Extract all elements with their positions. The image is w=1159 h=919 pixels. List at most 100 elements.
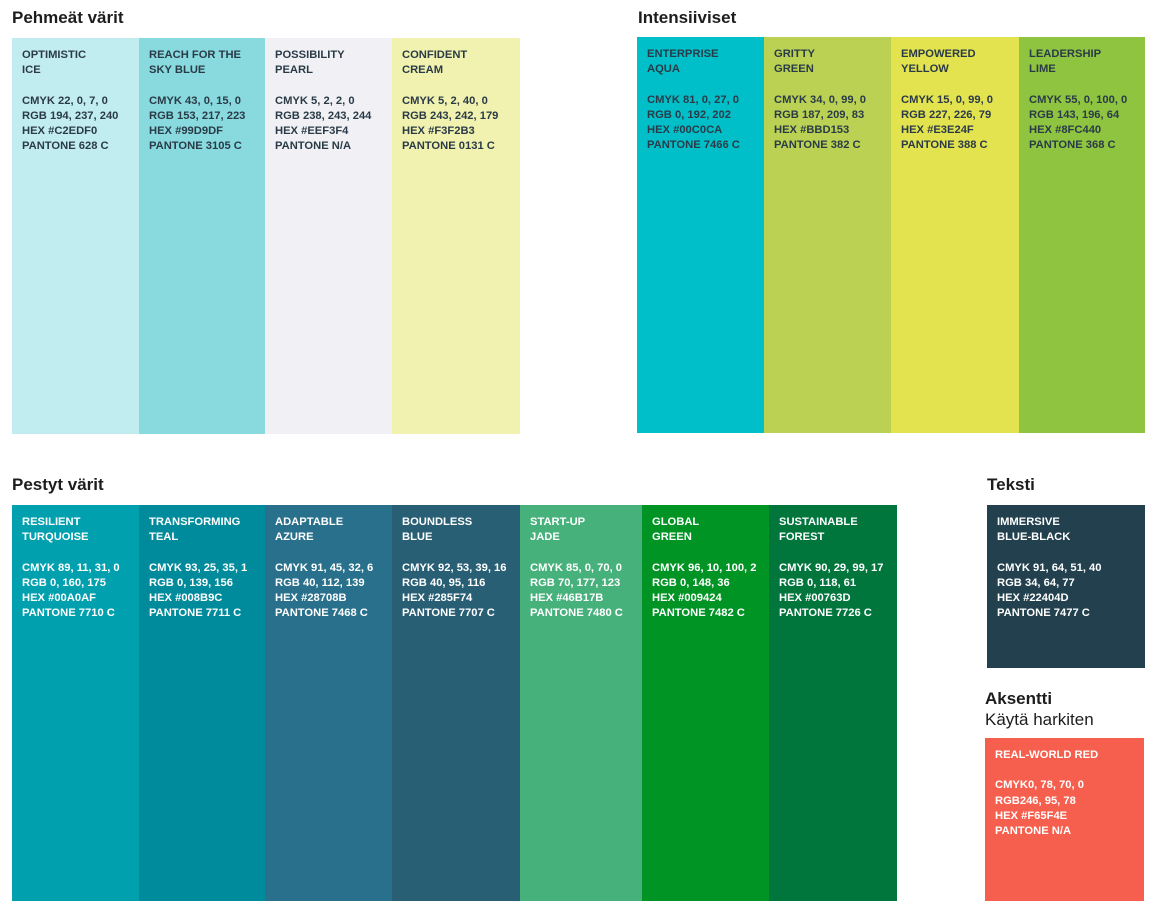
section-title: Pestyt värit [12,475,104,494]
spec-line: RGB 187, 209, 83 [774,108,865,121]
spec-line: CMYK 91, 64, 51, 40 [997,561,1102,574]
spec-line: RGB 40, 112, 139 [275,576,365,589]
name-line: GLOBAL [652,516,700,528]
name-line: SUSTAINABLE [779,516,858,528]
spec-line: RGB 34, 64, 77 [997,576,1075,589]
spec-line: RGB 0, 192, 202 [647,108,731,121]
spec-line: HEX #99D9DF [149,125,223,138]
spec-line: CMYK 5, 2, 2, 0 [275,94,355,107]
spec-line: HEX #285F74 [402,592,473,605]
swatch-name: LEADERSHIP LIME [1029,47,1135,78]
swatch-name: GLOBAL GREEN [652,515,759,546]
spec-line: HEX #46B17B [530,592,604,605]
color-swatch: CONFIDENT CREAM CMYK 5, 2, 40, 0 RGB 243, 2… [392,38,520,434]
spec-line: HEX #E3E24F [901,124,974,137]
spec-line: PANTONE 388 C [901,139,988,152]
spec-line: RGB 227, 226, 79 [901,108,992,121]
swatch-name: REACH FOR THE SKY BLUE [149,48,255,79]
spec-line: PANTONE 0131 C [402,140,495,153]
swatch-specs: CMYK 34, 0, 99, 0 RGB 187, 209, 83 HEX #BB… [774,93,881,154]
spec-line: HEX #C2EDF0 [22,125,98,138]
swatch-name: RESILIENT TURQUOISE [22,515,129,546]
spec-line: CMYK0, 78, 70, 0 [995,779,1084,792]
color-swatch: OPTIMISTIC ICE CMYK 22, 0, 7, 0 RGB 194, 23… [12,38,139,434]
name-line: LEADERSHIP [1029,48,1102,60]
section-title: Teksti [987,475,1035,494]
swatch-name: START-UP JADE [530,515,632,546]
swatch-specs: CMYK 89, 11, 31, 0 RGB 0, 160, 175 HEX #00… [22,561,129,622]
spec-line: RGB 0, 160, 175 [22,576,106,589]
swatch-name: IMMERSIVE BLUE-BLACK [997,515,1135,546]
color-swatch: EMPOWERED YELLOW CMYK 15, 0, 99, 0 RGB 227,… [891,37,1019,433]
name-line: RESILIENT [22,516,81,528]
color-swatch: IMMERSIVE BLUE-BLACK CMYK 91, 64, 51, 40 RG… [987,505,1145,668]
spec-line: PANTONE 382 C [774,139,861,152]
name-line: GRITTY [774,48,816,60]
spec-line: RGB 0, 148, 36 [652,576,730,589]
name-line: YELLOW [901,63,949,76]
spec-line: CMYK 81, 0, 27, 0 [647,93,740,106]
spec-line: HEX #28708B [275,592,347,605]
spec-line: PANTONE 7466 C [647,139,740,152]
swatch-name: BOUNDLESS BLUE [402,515,510,546]
name-line: JADE [530,531,560,544]
name-line: SKY BLUE [149,64,206,77]
swatch-name: OPTIMISTIC ICE [22,48,129,79]
swatch-specs: CMYK 22, 0, 7, 0 RGB 194, 237, 240 HEX #C2… [22,94,129,155]
spec-line: HEX #22404D [997,592,1069,605]
spec-line: CMYK 91, 45, 32, 6 [275,561,374,574]
swatch-specs: CMYK 55, 0, 100, 0 RGB 143, 196, 64 HEX #8… [1029,93,1135,154]
name-line: GREEN [774,63,814,76]
name-line: POSSIBILITY [275,49,345,61]
swatch-specs: CMYK 93, 25, 35, 1 RGB 0, 139, 156 HEX #00… [149,561,255,622]
section-title: Intensiiviset [638,8,737,27]
swatch-specs: CMYK 91, 45, 32, 6 RGB 40, 112, 139 HEX #2… [275,561,382,622]
spec-line: PANTONE 7468 C [275,607,368,620]
name-line: EMPOWERED [901,48,976,60]
color-swatch: REACH FOR THE SKY BLUE CMYK 43, 0, 15, 0 RG… [139,38,265,434]
color-swatch: TRANSFORMING TEAL CMYK 93, 25, 35, 1 RGB 0,… [139,505,265,901]
spec-line: CMYK 92, 53, 39, 16 [402,561,507,574]
name-line: CREAM [402,64,444,77]
swatch-name: GRITTY GREEN [774,47,881,78]
swatch-specs: CMYK 5, 2, 40, 0 RGB 243, 242, 179 HEX #F3… [402,94,510,155]
spec-line: HEX #00C0CA [647,124,723,137]
name-line: ICE [22,64,41,77]
spec-line: PANTONE 7711 C [149,607,242,620]
spec-line: PANTONE 7482 C [652,607,745,620]
name-line: CONFIDENT [402,49,468,61]
color-swatch: BOUNDLESS BLUE CMYK 92, 53, 39, 16 RGB 40, … [392,505,520,901]
name-line: OPTIMISTIC [22,49,87,61]
spec-line: HEX #00A0AF [22,592,96,605]
swatch-name: TRANSFORMING TEAL [149,515,255,546]
name-line: BLUE-BLACK [997,531,1071,544]
swatch-name: REAL-WORLD RED [995,748,1134,763]
swatch-name: SUSTAINABLE FOREST [779,515,887,546]
swatch-specs: CMYK 96, 10, 100, 2 RGB 0, 148, 36 HEX #00… [652,561,759,622]
name-line: IMMERSIVE [997,516,1060,528]
color-swatch: SUSTAINABLE FOREST CMYK 90, 29, 99, 17 RGB … [769,505,897,901]
name-line: AZURE [275,531,314,544]
spec-line: CMYK 22, 0, 7, 0 [22,94,108,107]
color-swatch: GRITTY GREEN CMYK 34, 0, 99, 0 RGB 187, 209… [764,37,891,433]
spec-line: PANTONE 7707 C [402,607,495,620]
spec-line: HEX #F65F4E [995,809,1068,822]
spec-line: CMYK 5, 2, 40, 0 [402,94,488,107]
color-swatch: GLOBAL GREEN CMYK 96, 10, 100, 2 RGB 0, 148… [642,505,769,901]
spec-line: RGB 243, 242, 179 [402,109,499,122]
spec-line: RGB 153, 217, 223 [149,109,246,122]
color-swatch: RESILIENT TURQUOISE CMYK 89, 11, 31, 0 RGB … [12,505,139,901]
spec-line: HEX #00763D [779,592,851,605]
name-line: BLUE [402,531,433,544]
swatch-specs: CMYK 85, 0, 70, 0 RGB 70, 177, 123 HEX #46… [530,561,632,622]
name-line: LIME [1029,63,1056,76]
spec-line: RGB 70, 177, 123 [530,576,621,589]
spec-line: PANTONE 368 C [1029,139,1116,152]
spec-line: CMYK 93, 25, 35, 1 [149,561,248,574]
spec-line: RGB 194, 237, 240 [22,109,119,122]
spec-line: CMYK 55, 0, 100, 0 [1029,93,1128,106]
spec-line: CMYK 34, 0, 99, 0 [774,93,867,106]
spec-line: PANTONE 628 C [22,140,109,153]
swatch-name: ENTERPRISE AQUA [647,47,754,78]
